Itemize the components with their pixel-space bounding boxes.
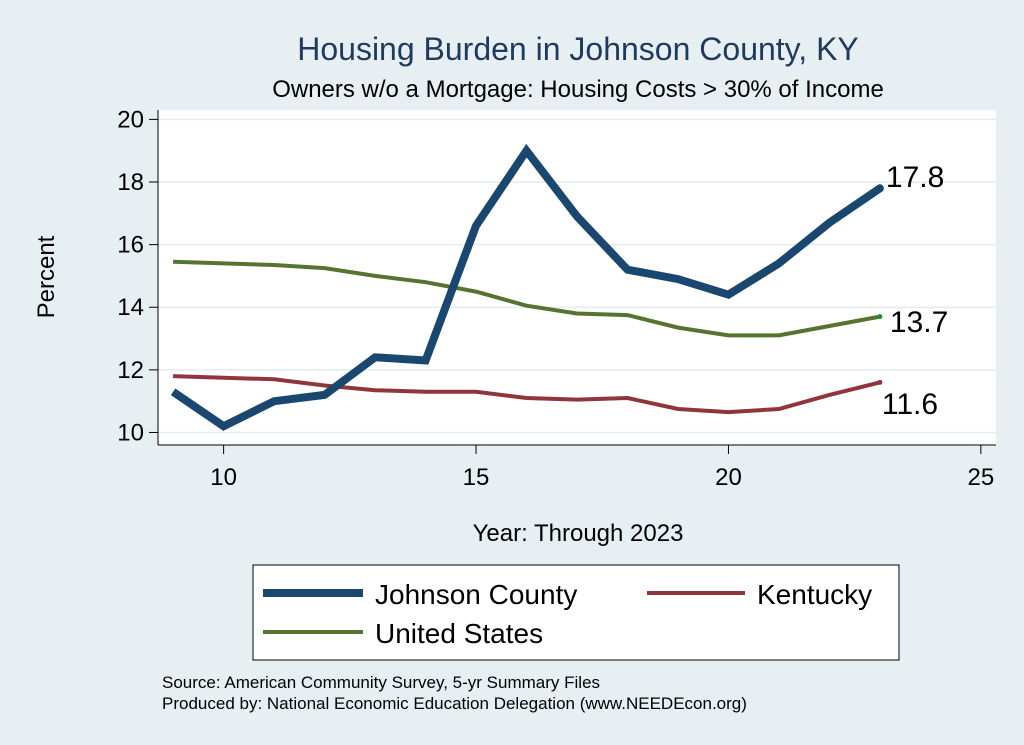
y-axis-title: Percent [33, 235, 60, 318]
x-axis-title: Year: Through 2023 [473, 520, 684, 547]
series-end-marker-johnson-county [875, 184, 884, 193]
gridlines [158, 118, 996, 434]
y-tick-label: 16 [117, 232, 144, 259]
producer-note: Produced by: National Economic Education… [162, 694, 747, 713]
legend-label-united-states: United States [375, 618, 543, 649]
legend-box [252, 564, 900, 661]
y-tick-label: 12 [117, 357, 144, 384]
series-line-johnson-county [170, 143, 883, 431]
chart-subtitle: Owners w/o a Mortgage: Housing Costs > 3… [272, 76, 884, 103]
y-tick-label: 10 [117, 419, 144, 446]
end-labels: 17.8 11.6 13.7 [882, 161, 948, 421]
series-line-united-states [173, 259, 881, 338]
series-line-kentucky [173, 374, 881, 415]
series-lines [170, 143, 884, 431]
y-tick-label: 14 [117, 294, 144, 321]
legend-label-kentucky: Kentucky [757, 579, 872, 610]
axes: 10 12 14 16 18 20 10 15 20 25 [117, 106, 996, 491]
end-label-united-states: 13.7 [890, 306, 948, 339]
source-note: Source: American Community Survey, 5-yr … [162, 673, 600, 692]
series-end-marker-kentucky [877, 379, 883, 385]
x-tick-label: 10 [210, 464, 237, 491]
legend: Johnson County Kentucky United States [263, 579, 872, 649]
y-tick-label: 20 [117, 106, 144, 133]
end-label-kentucky: 11.6 [882, 388, 938, 421]
end-label-johnson-county: 17.8 [886, 161, 944, 194]
x-tick-label: 15 [463, 464, 490, 491]
x-tick-label: 25 [968, 464, 995, 491]
series-end-marker-united-states [877, 314, 883, 320]
legend-label-johnson-county: Johnson County [375, 579, 577, 610]
x-tick-label: 20 [715, 464, 742, 491]
plot-area [158, 110, 996, 445]
chart-title: Housing Burden in Johnson County, KY [297, 31, 859, 67]
y-tick-label: 18 [117, 169, 144, 196]
